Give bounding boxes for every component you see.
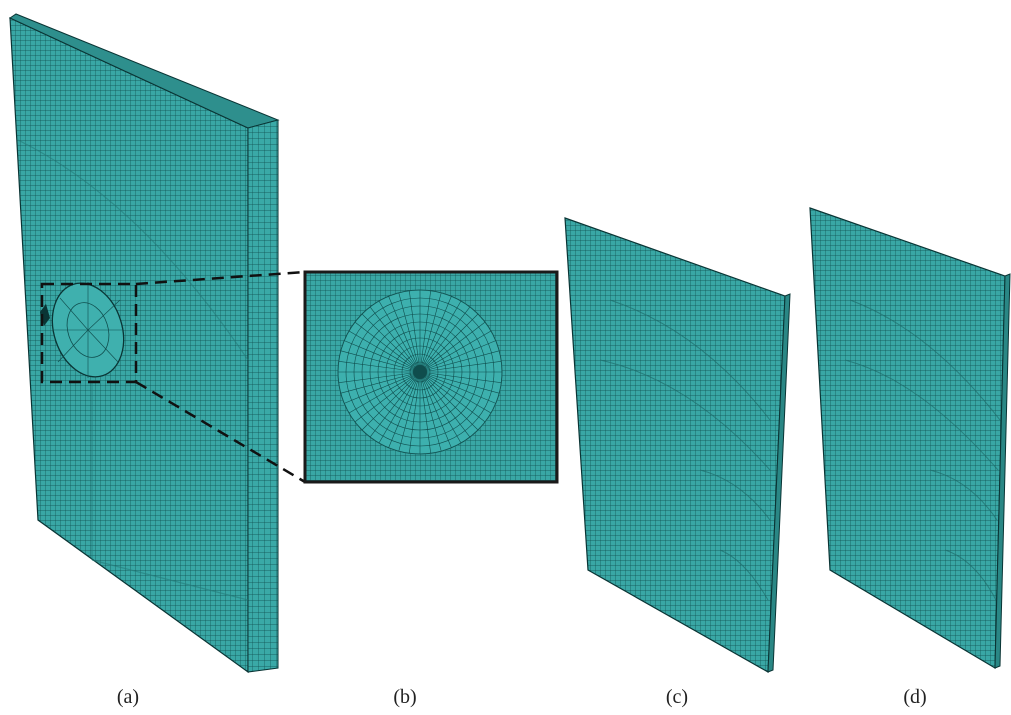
zoom-frame (303, 270, 559, 484)
panel-c-plate (564, 217, 791, 674)
zoom-connectors (135, 270, 306, 484)
plate-c-side (767, 293, 791, 673)
plate-c-face (564, 217, 786, 674)
panel-b-zoom (303, 270, 559, 484)
plate-a-face (9, 17, 249, 674)
panel-d-plate (809, 207, 1011, 670)
plate-a-side (247, 119, 279, 673)
caption-a: (a) (116, 686, 140, 708)
plate-d-face (809, 207, 1006, 670)
caption-c: (c) (665, 686, 689, 708)
hole-refinement (40, 282, 125, 378)
panel-a-plate (8, 13, 280, 674)
zoom-source-box (40, 282, 138, 384)
plate-d-side (994, 273, 1011, 669)
caption-d: (d) (903, 686, 927, 708)
caption-b: (b) (393, 686, 417, 708)
